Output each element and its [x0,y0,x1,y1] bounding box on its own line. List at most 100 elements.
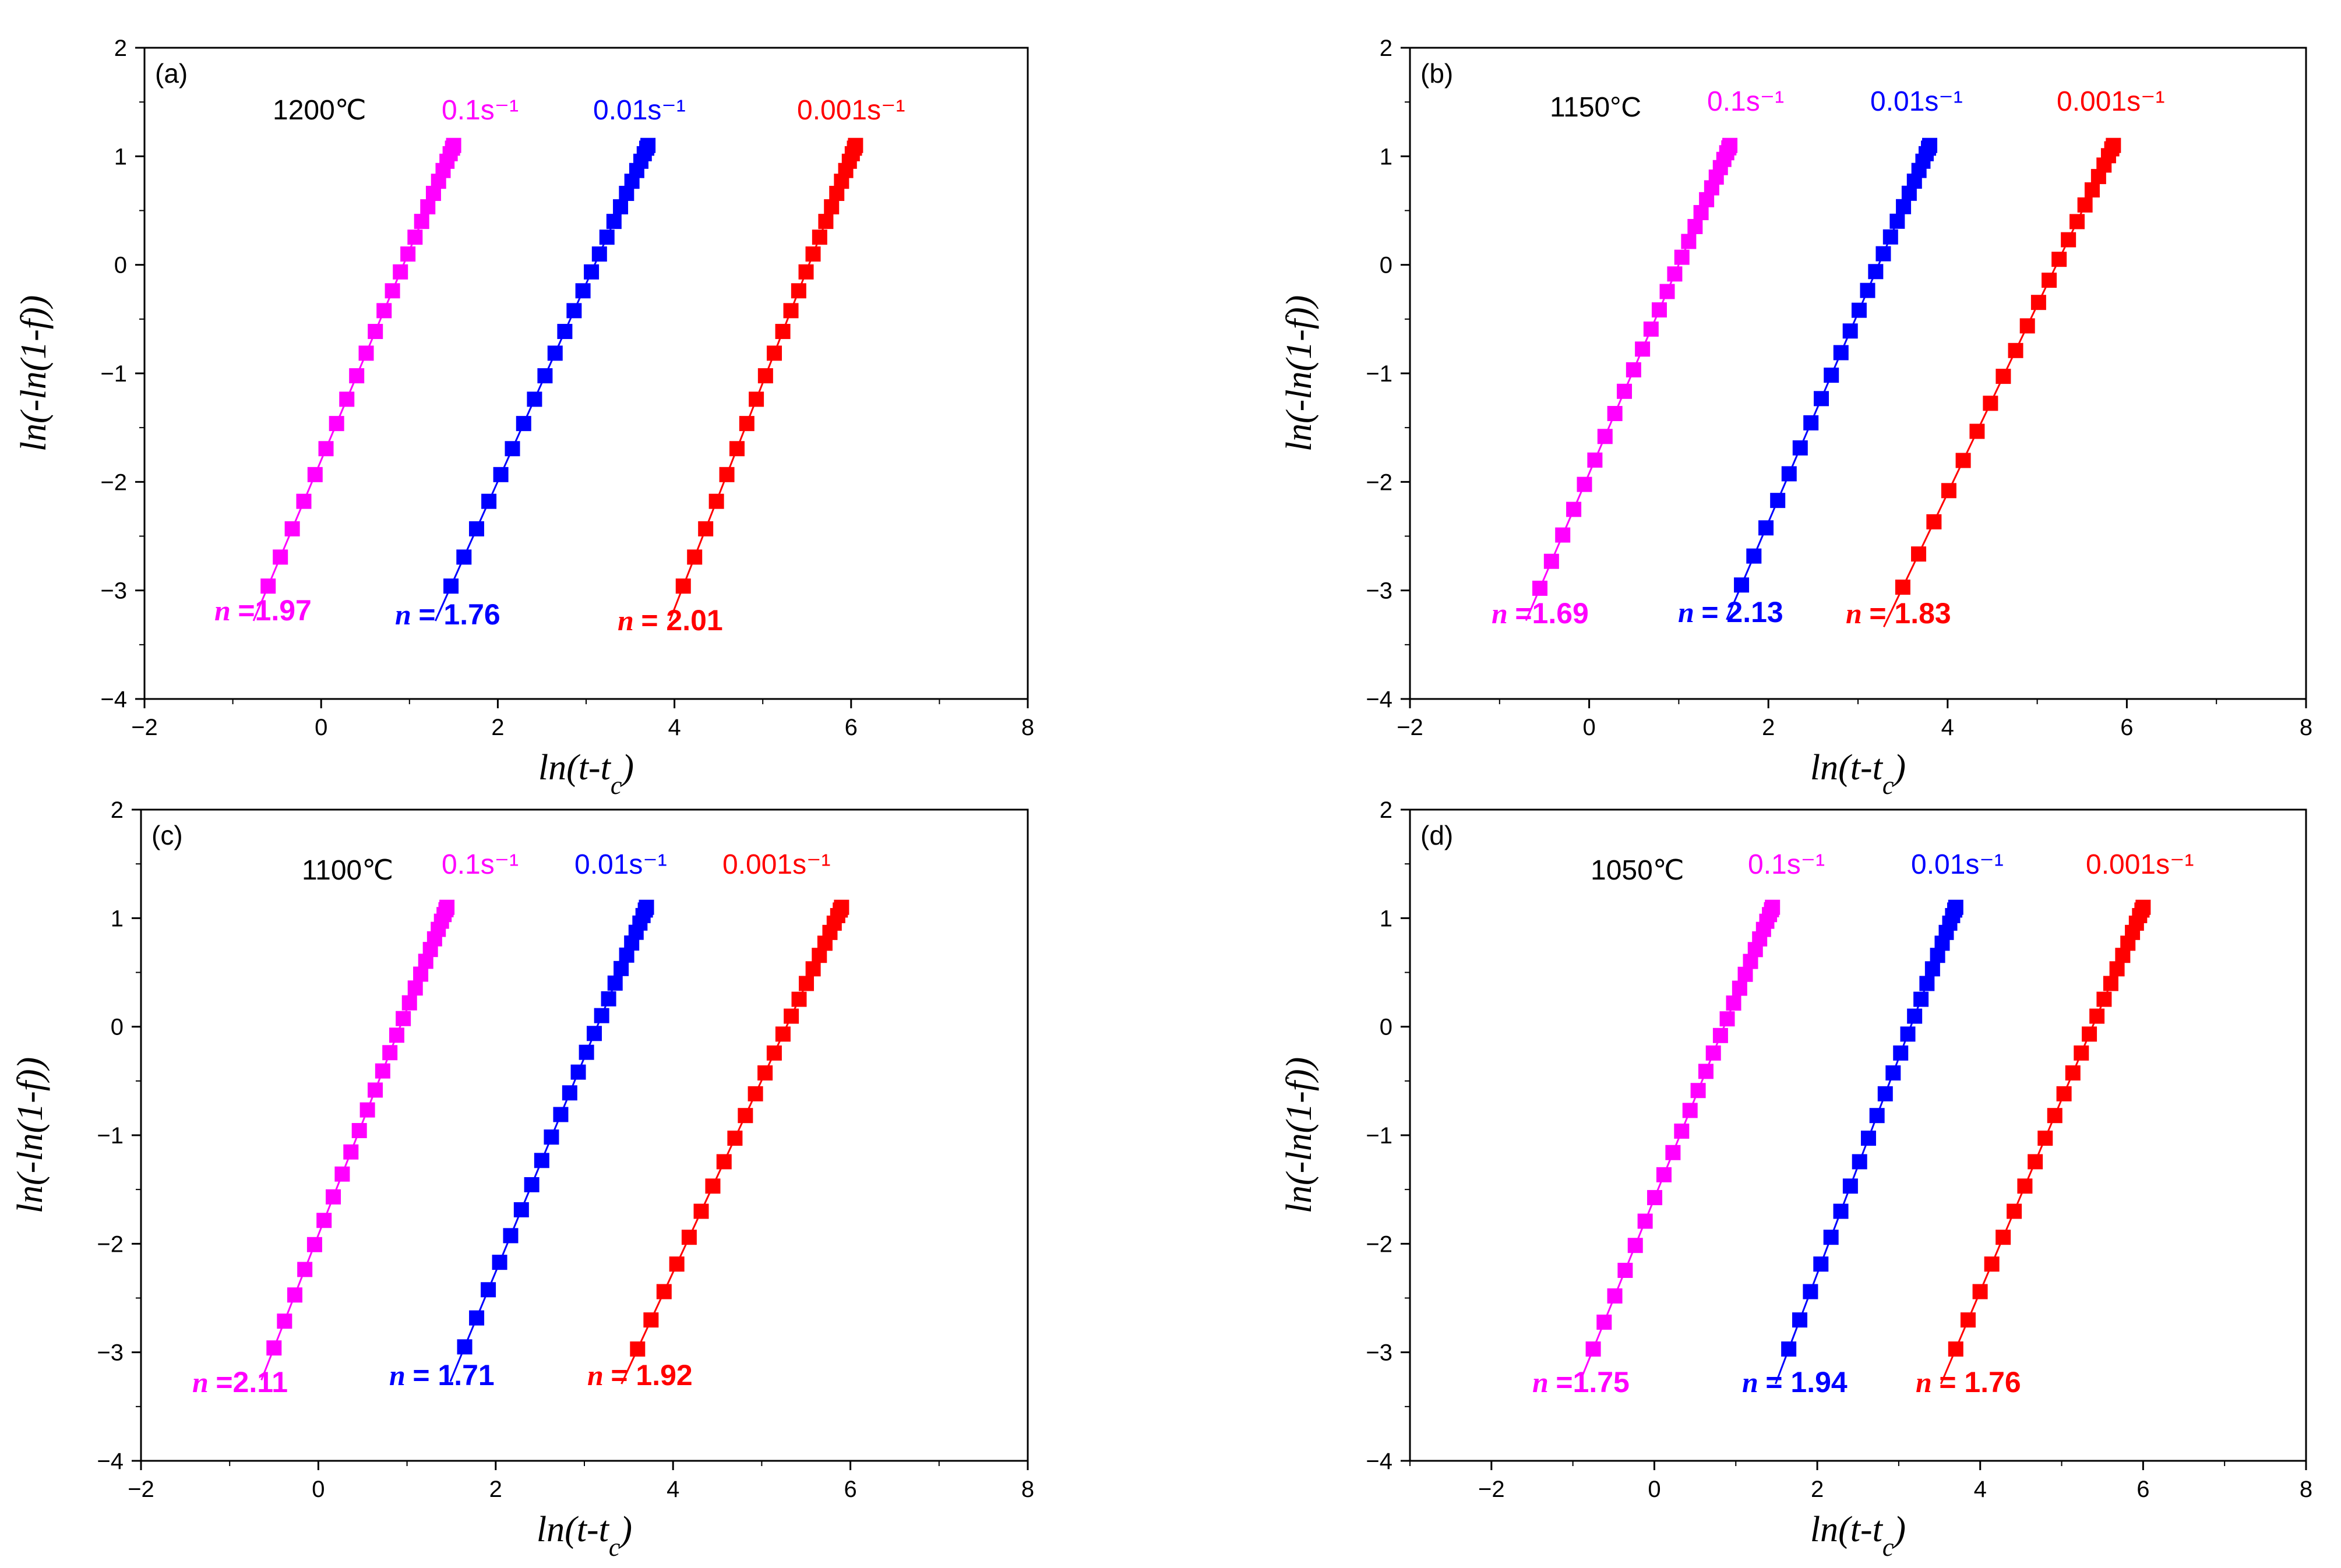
data-point [1868,264,1884,280]
data-point [1824,368,1839,383]
series-2 [1882,137,2121,628]
data-point [570,1064,586,1080]
series-2 [1940,899,2151,1385]
data-point [848,137,863,153]
data-point [1651,302,1667,318]
data-point [1617,383,1633,399]
x-tick-label: 0 [1648,1477,1660,1502]
data-point [1877,1086,1893,1101]
data-point [414,214,429,229]
data-point [693,1203,709,1219]
data-point [400,246,416,262]
temperature-label: 1050℃ [1591,855,1684,886]
data-point [1984,1256,2000,1272]
rate-label: 0.001s⁻¹ [797,95,905,126]
y-tick-label: −4 [97,1449,124,1474]
data-point [1803,415,1819,430]
data-point [1746,548,1762,564]
y-tick-label: 2 [1380,797,1392,823]
data-point [2061,232,2076,248]
data-point [318,441,334,457]
y-tick-label: −3 [100,578,127,604]
data-point [1842,1178,1858,1194]
data-point [1875,246,1891,262]
data-point [738,1108,753,1124]
data-point [2007,1203,2022,1219]
data-point [675,578,691,594]
data-point [729,441,745,457]
data-point [1627,1238,1643,1253]
data-point [791,283,806,299]
temperature-label: 1200℃ [273,95,366,126]
data-point [1922,137,1938,153]
data-point [407,980,423,996]
y-tick-label: 0 [1380,1015,1392,1040]
panel-label: (a) [155,58,188,89]
x-tick-label: 2 [491,715,504,740]
panel-label: (b) [1420,58,1453,89]
x-axis-title: ln(t-tc) [538,748,634,800]
data-point [1682,1103,1698,1118]
data-point [2074,1045,2089,1061]
data-point [2008,342,2023,358]
x-tick-label: 2 [1762,715,1775,740]
x-tick-label: 8 [2300,1477,2312,1502]
data-point [401,995,417,1011]
data-point [1941,483,1956,499]
data-point [1681,234,1697,249]
data-point [505,441,520,457]
data-point [1555,527,1571,543]
data-point [1869,1108,1885,1124]
data-point [708,493,724,509]
series-1 [1726,137,1938,620]
y-tick-label: −2 [1366,469,1392,495]
data-point [799,976,815,991]
data-point [382,1045,398,1061]
data-point [614,960,629,976]
x-tick-label: 4 [668,715,681,740]
data-point [2030,295,2046,310]
data-point [1842,323,1858,339]
avrami-exponent-label: n =1.75 [1532,1366,1630,1399]
y-tick-label: −3 [1366,578,1392,604]
rate-label: 0.001s⁻¹ [722,849,830,880]
data-point [1643,322,1659,337]
data-point [2077,197,2093,213]
data-point [407,229,423,245]
data-point [266,1340,282,1356]
x-axis-title: ln(t-tc) [1810,1510,1906,1562]
data-point [492,1255,507,1270]
data-point [534,1153,549,1168]
data-point [639,899,654,915]
y-tick-label: −3 [1366,1340,1392,1366]
data-point [1924,961,1940,977]
data-point [1597,429,1613,444]
data-point [1900,1026,1916,1042]
data-point [643,1312,659,1328]
data-point [1607,1288,1623,1304]
data-point [2017,1178,2033,1194]
data-point [2047,1108,2063,1124]
data-point [1758,520,1774,536]
data-point [749,391,764,407]
data-point [396,1011,411,1026]
rate-label: 0.01s⁻¹ [593,95,686,126]
y-tick-label: −4 [1366,687,1392,712]
data-point [2056,1086,2072,1101]
data-point [385,283,400,299]
x-tick-label: 8 [1021,715,1034,740]
avrami-exponent-label: n = 1.94 [1742,1366,1848,1399]
y-tick-label: −2 [97,1231,124,1257]
avrami-exponent-label: n =2.11 [192,1366,288,1399]
data-point [1960,1312,1976,1328]
data-point [2103,976,2118,991]
data-point [1781,1341,1797,1357]
data-point [446,137,461,153]
data-point [367,1082,383,1098]
data-point [469,1310,485,1326]
data-point [1860,1131,1876,1146]
data-point [273,549,288,565]
data-point [766,1045,782,1061]
data-point [1737,966,1753,982]
